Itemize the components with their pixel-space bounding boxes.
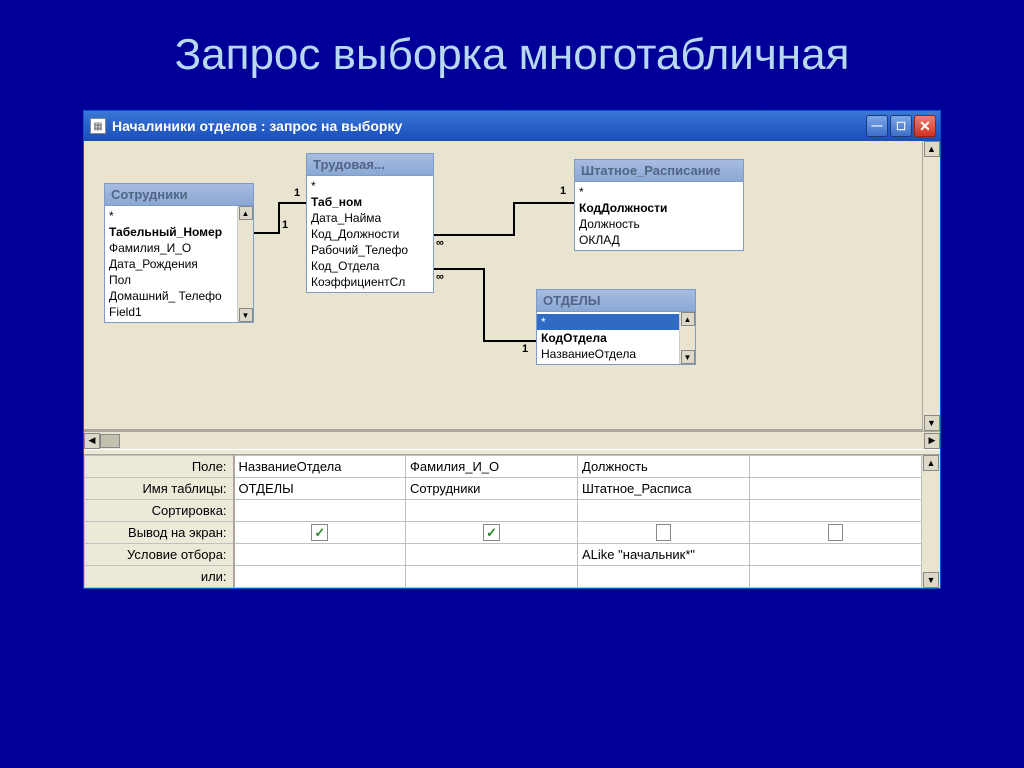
cardinality-label: ∞ xyxy=(436,271,444,283)
grid-cell[interactable]: НазваниеОтдела xyxy=(234,456,406,478)
grid-cell[interactable] xyxy=(578,522,750,544)
table-box-header[interactable]: Сотрудники xyxy=(105,184,253,206)
table-box[interactable]: Сотрудники*Табельный_НомерФамилия_И_ОДат… xyxy=(104,183,254,323)
grid-cell[interactable]: Должность xyxy=(578,456,750,478)
grid-cell[interactable]: ОТДЕЛЫ xyxy=(234,478,406,500)
diagram-vscroll[interactable]: ▲ ▼ xyxy=(922,141,940,431)
window-icon: ▦ xyxy=(90,118,106,134)
grid-cell[interactable]: Штатное_Расписа xyxy=(578,478,750,500)
grid-cell[interactable]: ✓ xyxy=(406,522,578,544)
field-item[interactable]: КоэффициентСл xyxy=(307,274,433,290)
list-scroll[interactable]: ▲▼ xyxy=(679,312,695,364)
field-item[interactable]: Дата_Найма xyxy=(307,210,433,226)
grid-cell[interactable] xyxy=(750,544,922,566)
cardinality-label: 1 xyxy=(560,185,566,197)
scroll-up-icon[interactable]: ▲ xyxy=(923,455,939,471)
field-item[interactable]: КодДолжности xyxy=(575,200,743,216)
scroll-left-icon[interactable]: ◀ xyxy=(84,433,100,449)
cardinality-label: 1 xyxy=(294,187,300,199)
field-item[interactable]: Табельный_Номер xyxy=(105,224,237,240)
field-item[interactable]: Должность xyxy=(575,216,743,232)
grid-cell[interactable]: Сотрудники xyxy=(406,478,578,500)
show-checkbox[interactable] xyxy=(754,525,917,540)
grid-row-label: Условие отбора: xyxy=(85,544,234,566)
grid-cell[interactable] xyxy=(578,566,750,588)
table-box-header[interactable]: ОТДЕЛЫ xyxy=(537,290,695,312)
field-list[interactable]: *КодОтделаНазваниеОтдела xyxy=(537,312,679,364)
field-item[interactable]: Домашний_ Телефо xyxy=(105,288,237,304)
grid-cell[interactable] xyxy=(750,478,922,500)
field-list[interactable]: *КодДолжностиДолжностьОКЛАД xyxy=(575,182,743,250)
minimize-button[interactable]: — xyxy=(866,115,888,137)
grid-cell[interactable] xyxy=(750,456,922,478)
field-item[interactable]: Таб_ном xyxy=(307,194,433,210)
show-checkbox[interactable]: ✓ xyxy=(239,525,401,541)
field-list[interactable]: *Табельный_НомерФамилия_И_ОДата_Рождения… xyxy=(105,206,237,322)
field-item[interactable]: КодОтдела xyxy=(537,330,679,346)
grid-cell[interactable] xyxy=(234,544,406,566)
window-title: Началиники отделов : запрос на выборку xyxy=(112,118,866,134)
query-window: ▦ Началиники отделов : запрос на выборку… xyxy=(83,110,941,589)
grid-cell[interactable]: Фамилия_И_О xyxy=(406,456,578,478)
table-box[interactable]: Трудовая...*Таб_номДата_НаймаКод_Должнос… xyxy=(306,153,434,293)
slide-title: Запрос выборка многотабличная xyxy=(55,30,969,80)
field-item[interactable]: Field1 xyxy=(105,304,237,320)
relationship-diagram[interactable]: Сотрудники*Табельный_НомерФамилия_И_ОДат… xyxy=(84,141,922,431)
scroll-thumb[interactable] xyxy=(100,434,120,448)
grid-cell[interactable]: ALike "начальник*" xyxy=(578,544,750,566)
maximize-button[interactable]: ☐ xyxy=(890,115,912,137)
field-item[interactable]: Рабочий_Телефо xyxy=(307,242,433,258)
field-item[interactable]: НазваниеОтдела xyxy=(537,346,679,362)
grid-row-label: Имя таблицы: xyxy=(85,478,234,500)
titlebar[interactable]: ▦ Началиники отделов : запрос на выборку… xyxy=(84,111,940,141)
field-item[interactable]: Фамилия_И_О xyxy=(105,240,237,256)
grid-cell[interactable] xyxy=(406,500,578,522)
field-item[interactable]: Пол xyxy=(105,272,237,288)
show-checkbox[interactable]: ✓ xyxy=(410,525,573,541)
cardinality-label: 1 xyxy=(282,219,288,231)
field-item[interactable]: * xyxy=(105,208,237,224)
grid-cell[interactable] xyxy=(234,566,406,588)
close-button[interactable]: ✕ xyxy=(914,115,936,137)
grid-row-label: Вывод на экран: xyxy=(85,522,234,544)
grid-cell[interactable] xyxy=(406,544,578,566)
table-box[interactable]: Штатное_Расписание*КодДолжностиДолжность… xyxy=(574,159,744,251)
field-item[interactable]: Дата_Рождения xyxy=(105,256,237,272)
field-item[interactable]: ОКЛАД xyxy=(575,232,743,248)
field-item[interactable]: Код_Отдела xyxy=(307,258,433,274)
query-design-grid[interactable]: Поле:НазваниеОтделаФамилия_И_ОДолжность И… xyxy=(84,455,922,588)
table-box-header[interactable]: Штатное_Расписание xyxy=(575,160,743,182)
table-box-header[interactable]: Трудовая... xyxy=(307,154,433,176)
list-scroll[interactable]: ▲▼ xyxy=(237,206,253,322)
table-box[interactable]: ОТДЕЛЫ*КодОтделаНазваниеОтдела▲▼ xyxy=(536,289,696,365)
grid-row-label: Сортировка: xyxy=(85,500,234,522)
grid-row-label: или: xyxy=(85,566,234,588)
grid-cell[interactable] xyxy=(234,500,406,522)
grid-cell[interactable]: ✓ xyxy=(234,522,406,544)
cardinality-label: ∞ xyxy=(436,237,444,249)
cardinality-label: 1 xyxy=(522,343,528,355)
diagram-hscroll[interactable]: ◀ ▶ xyxy=(84,431,940,449)
scroll-up-icon[interactable]: ▲ xyxy=(924,141,940,157)
grid-row-label: Поле: xyxy=(85,456,234,478)
field-list[interactable]: *Таб_номДата_НаймаКод_ДолжностиРабочий_Т… xyxy=(307,176,433,292)
field-item[interactable]: Код_Должности xyxy=(307,226,433,242)
grid-cell[interactable] xyxy=(578,500,750,522)
grid-cell[interactable] xyxy=(750,566,922,588)
show-checkbox[interactable] xyxy=(582,525,745,540)
scroll-right-icon[interactable]: ▶ xyxy=(924,433,940,449)
field-item[interactable]: * xyxy=(537,314,679,330)
scroll-down-icon[interactable]: ▼ xyxy=(923,572,939,588)
scroll-down-icon[interactable]: ▼ xyxy=(924,415,940,431)
grid-cell[interactable] xyxy=(750,500,922,522)
grid-vscroll[interactable]: ▲ ▼ xyxy=(922,455,940,588)
grid-cell[interactable] xyxy=(750,522,922,544)
field-item[interactable]: * xyxy=(575,184,743,200)
field-item[interactable]: * xyxy=(307,178,433,194)
grid-cell[interactable] xyxy=(406,566,578,588)
